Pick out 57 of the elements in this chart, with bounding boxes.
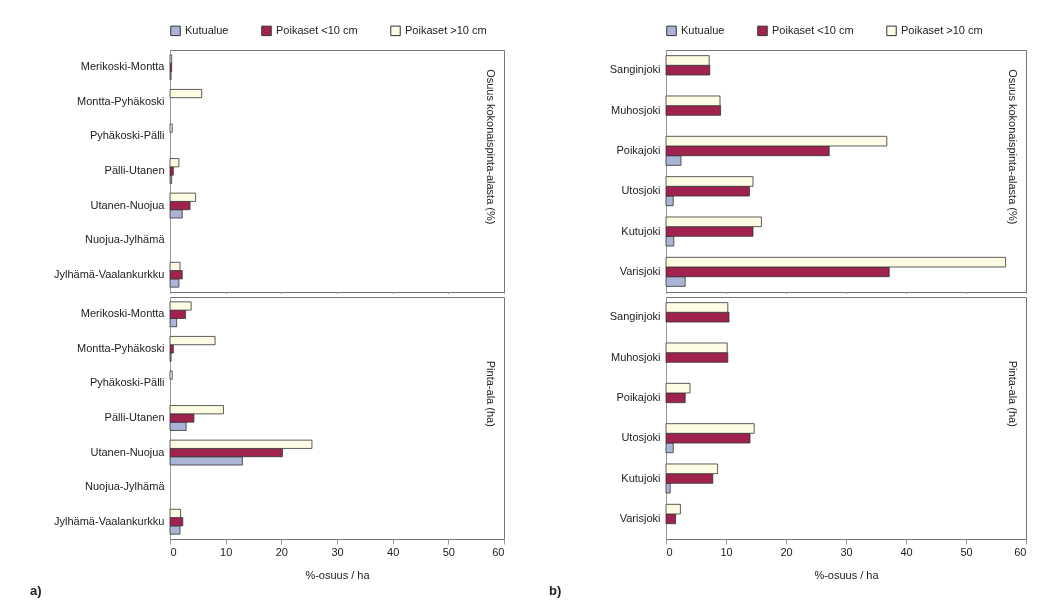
y-tick-label: Poikajoki (616, 143, 661, 156)
x-axis-title: %-osuus / ha (814, 568, 880, 581)
x-tick-label: 30 (840, 545, 853, 558)
x-tick-label: 0 (170, 545, 177, 558)
y-tick-label: Utosjoki (621, 184, 661, 197)
y-tick-label: Pyhäkoski-Pälli (89, 376, 165, 389)
legend-label: Kutualue (185, 23, 229, 36)
bar (169, 89, 203, 99)
x-tick-label: 10 (220, 545, 233, 558)
y-tick-label: Montta-Pyhäkoski (77, 341, 165, 354)
y-tick-label: Sanginjoki (609, 310, 661, 323)
x-tick-label: 50 (442, 545, 455, 558)
y-tick-label: Muhosjoki (610, 103, 661, 116)
bar (169, 370, 173, 380)
x-tick-label: 40 (387, 545, 400, 558)
x-tick-label: 30 (331, 545, 344, 558)
legend-label: Kutualue (681, 23, 725, 36)
annotation: Pinta-ala (ha) (485, 360, 497, 427)
y-tick-label: Jylhämä-Vaalankurkku (54, 267, 165, 280)
x-tick-label: 60 (492, 545, 505, 558)
y-tick-label: Utosjoki (621, 431, 661, 444)
legend-label: Poikaset <10 cm (276, 23, 358, 36)
x-tick-label: 20 (275, 545, 288, 558)
y-tick-label: Nuojua-Jylhämä (85, 233, 166, 246)
annotation: Osuus kokonaispinta-alasta (%) (1007, 69, 1019, 225)
x-tick-label: 50 (960, 545, 973, 558)
y-tick-label: Kutujoki (621, 224, 661, 237)
y-tick-label: Utanen-Nuojua (90, 198, 166, 211)
legend-label: Poikaset >10 cm (405, 23, 487, 36)
text: b) (549, 583, 562, 598)
y-tick-label: Montta-Pyhäkoski (77, 94, 165, 107)
legend-label: Poikaset <10 cm (772, 23, 854, 36)
y-tick-label: Pälli-Utanen (104, 411, 165, 423)
y-tick-label: Pyhäkoski-Pälli (89, 129, 165, 142)
y-tick-label: Pälli-Utanen (104, 164, 165, 176)
y-tick-label: Sanginjoki (609, 63, 661, 76)
y-tick-label: Utanen-Nuojua (90, 445, 166, 458)
annotation: Osuus kokonaispinta-alasta (%) (485, 69, 497, 225)
y-tick-label: Merikoski-Montta (80, 60, 166, 73)
y-tick-label: Varisjoki (619, 511, 661, 524)
bar (169, 123, 173, 133)
x-tick-label: 10 (720, 545, 733, 558)
y-tick-label: Kutujoki (621, 471, 661, 484)
x-axis-title: %-osuus / ha (305, 568, 371, 581)
text: a) (30, 583, 42, 598)
legend-label: Poikaset >10 cm (901, 23, 983, 36)
y-tick-label: Jylhämä-Vaalankurkku (54, 514, 165, 527)
y-tick-label: Nuojua-Jylhämä (85, 480, 166, 493)
annotation: Pinta-ala (ha) (1007, 360, 1019, 427)
x-tick-label: 0 (666, 545, 673, 558)
y-tick-label: Merikoski-Montta (80, 307, 166, 320)
x-tick-label: 40 (900, 545, 913, 558)
y-tick-label: Muhosjoki (610, 350, 661, 363)
y-tick-label: Varisjoki (619, 264, 661, 277)
x-tick-label: 60 (1014, 545, 1027, 558)
x-tick-label: 20 (780, 545, 793, 558)
y-tick-label: Poikajoki (616, 390, 661, 403)
